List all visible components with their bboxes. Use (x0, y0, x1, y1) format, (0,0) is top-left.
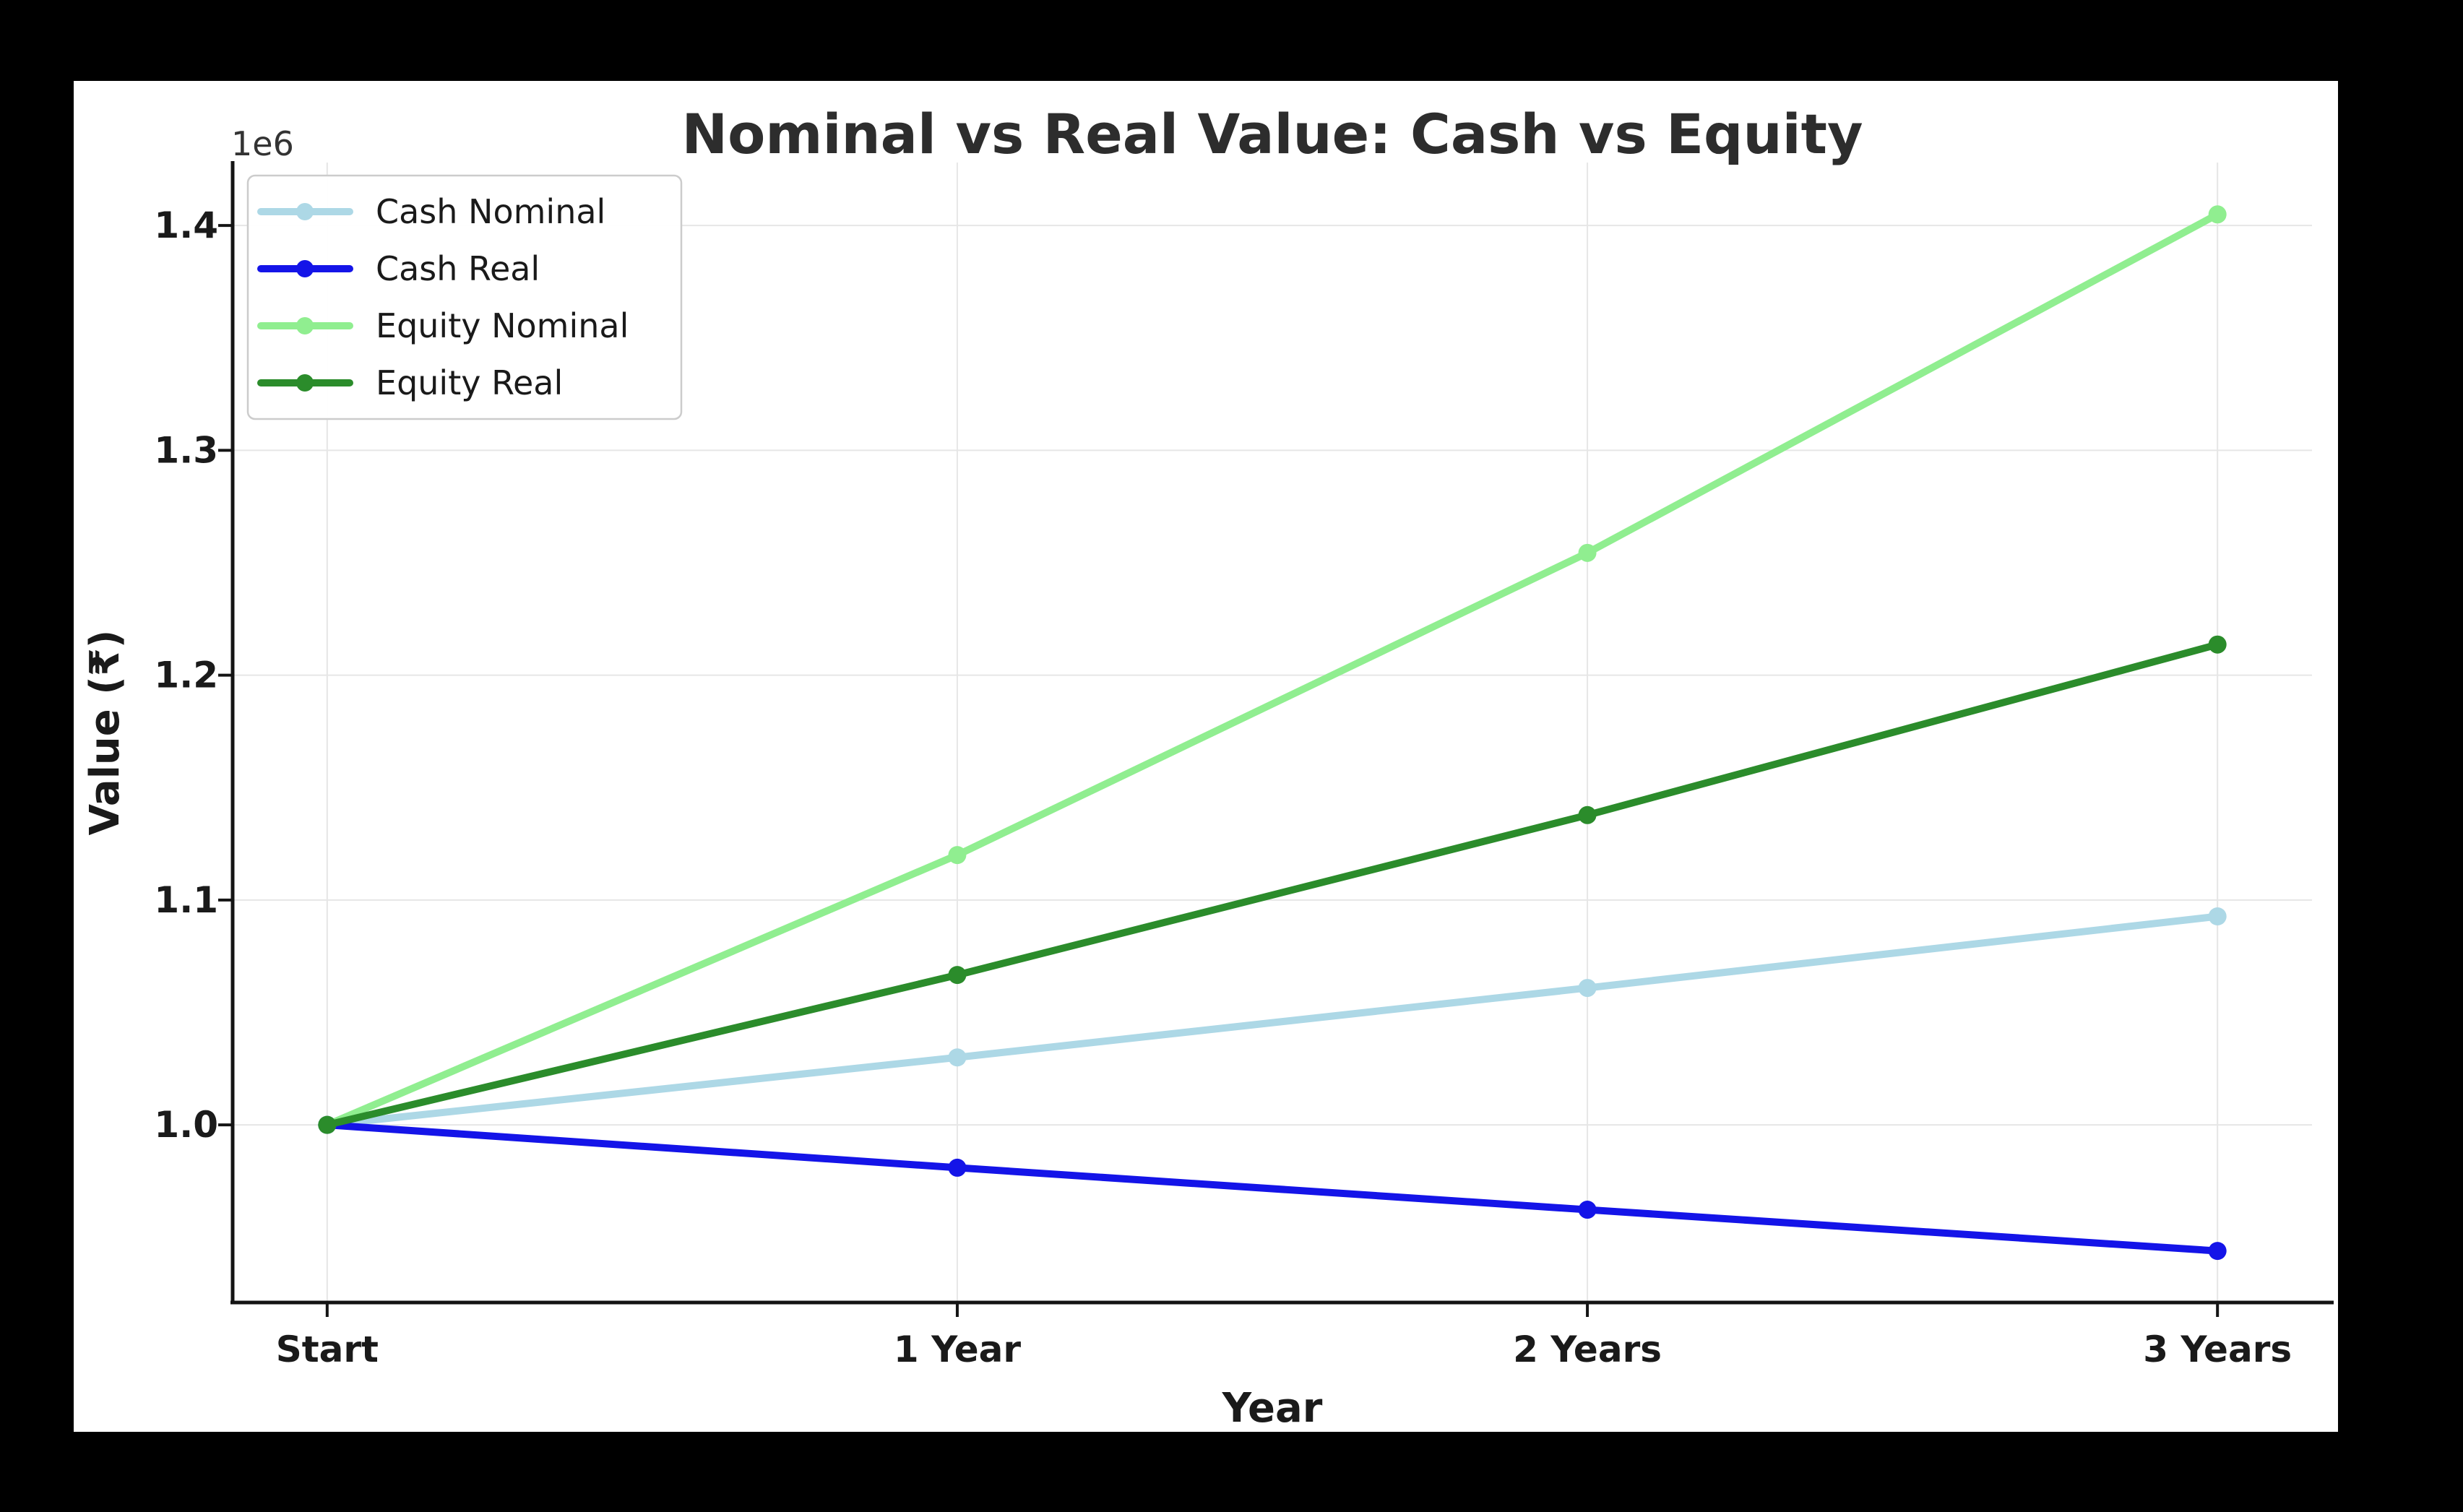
legend-item-cash-nominal: Cash Nominal (257, 192, 605, 231)
data-point-cash-real (948, 1158, 967, 1177)
axis-layer: 1.0 1.1 1.2 1.3 1.4 Start 1 Year 2 Years 3 Years (154, 161, 2334, 1370)
x-tick-label: 3 Years (2143, 1329, 2292, 1370)
series-layer (318, 205, 2227, 1261)
data-point-equity-real (2208, 635, 2227, 654)
legend-label: Equity Nominal (376, 306, 629, 345)
legend-label: Equity Real (376, 363, 563, 402)
x-tick-label: 2 Years (1513, 1329, 1662, 1370)
y-axis-label: Value (₹) (82, 630, 129, 836)
legend-label: Cash Nominal (376, 192, 605, 231)
y-tick-label: 1.4 (154, 204, 218, 246)
data-point-equity-nominal (2208, 205, 2227, 224)
x-tick-label: Start (276, 1329, 379, 1370)
y-tick-label: 1.0 (154, 1104, 218, 1146)
data-point-equity-nominal (1578, 543, 1597, 562)
grid-layer (233, 163, 2312, 1303)
legend-box (246, 174, 683, 420)
chart-title: Nominal vs Real Value: Cash vs Equity (681, 102, 1863, 166)
y-tick-label: 1.2 (154, 655, 218, 696)
x-axis-label: Year (1222, 1385, 1323, 1432)
legend-sample-marker (296, 374, 314, 392)
legend-item-equity-real: Equity Real (257, 363, 563, 402)
figure-panel: 1.0 1.1 1.2 1.3 1.4 Start 1 Year 2 Years 3 Years… (74, 81, 2338, 1432)
data-point-cash-nominal (1578, 979, 1597, 998)
legend-item-cash-real: Cash Real (257, 249, 540, 288)
data-point-cash-nominal (2208, 907, 2227, 926)
series-line-equity-real (323, 641, 2222, 1129)
data-point-equity-nominal (948, 846, 967, 865)
data-point-cash-real (1578, 1201, 1597, 1219)
legend-sample-marker (296, 260, 314, 277)
legend-item-equity-nominal: Equity Nominal (257, 306, 629, 345)
line-chart: 1.0 1.1 1.2 1.3 1.4 Start 1 Year 2 Years 3 Years… (82, 102, 2334, 1432)
series-line-equity-nominal (323, 210, 2222, 1129)
data-point-equity-real (948, 966, 967, 985)
series-line-cash-nominal (323, 912, 2222, 1129)
series-line-cash-real (323, 1121, 2222, 1255)
legend-sample-marker (296, 317, 314, 334)
legend-label: Cash Real (376, 249, 540, 288)
y-axis-offset-text: 1e6 (231, 124, 294, 163)
data-point-equity-real (1578, 805, 1597, 824)
legend-layer: Cash Nominal Cash Real Equity Nominal Equit… (246, 174, 683, 420)
legend-sample-marker (296, 203, 314, 220)
x-tick-label: 1 Year (894, 1329, 1021, 1370)
y-tick-label: 1.1 (154, 879, 218, 921)
data-point-cash-real (2208, 1242, 2227, 1261)
data-point-equity-real (318, 1115, 337, 1134)
data-point-cash-nominal (948, 1048, 967, 1067)
y-tick-label: 1.3 (154, 429, 218, 471)
